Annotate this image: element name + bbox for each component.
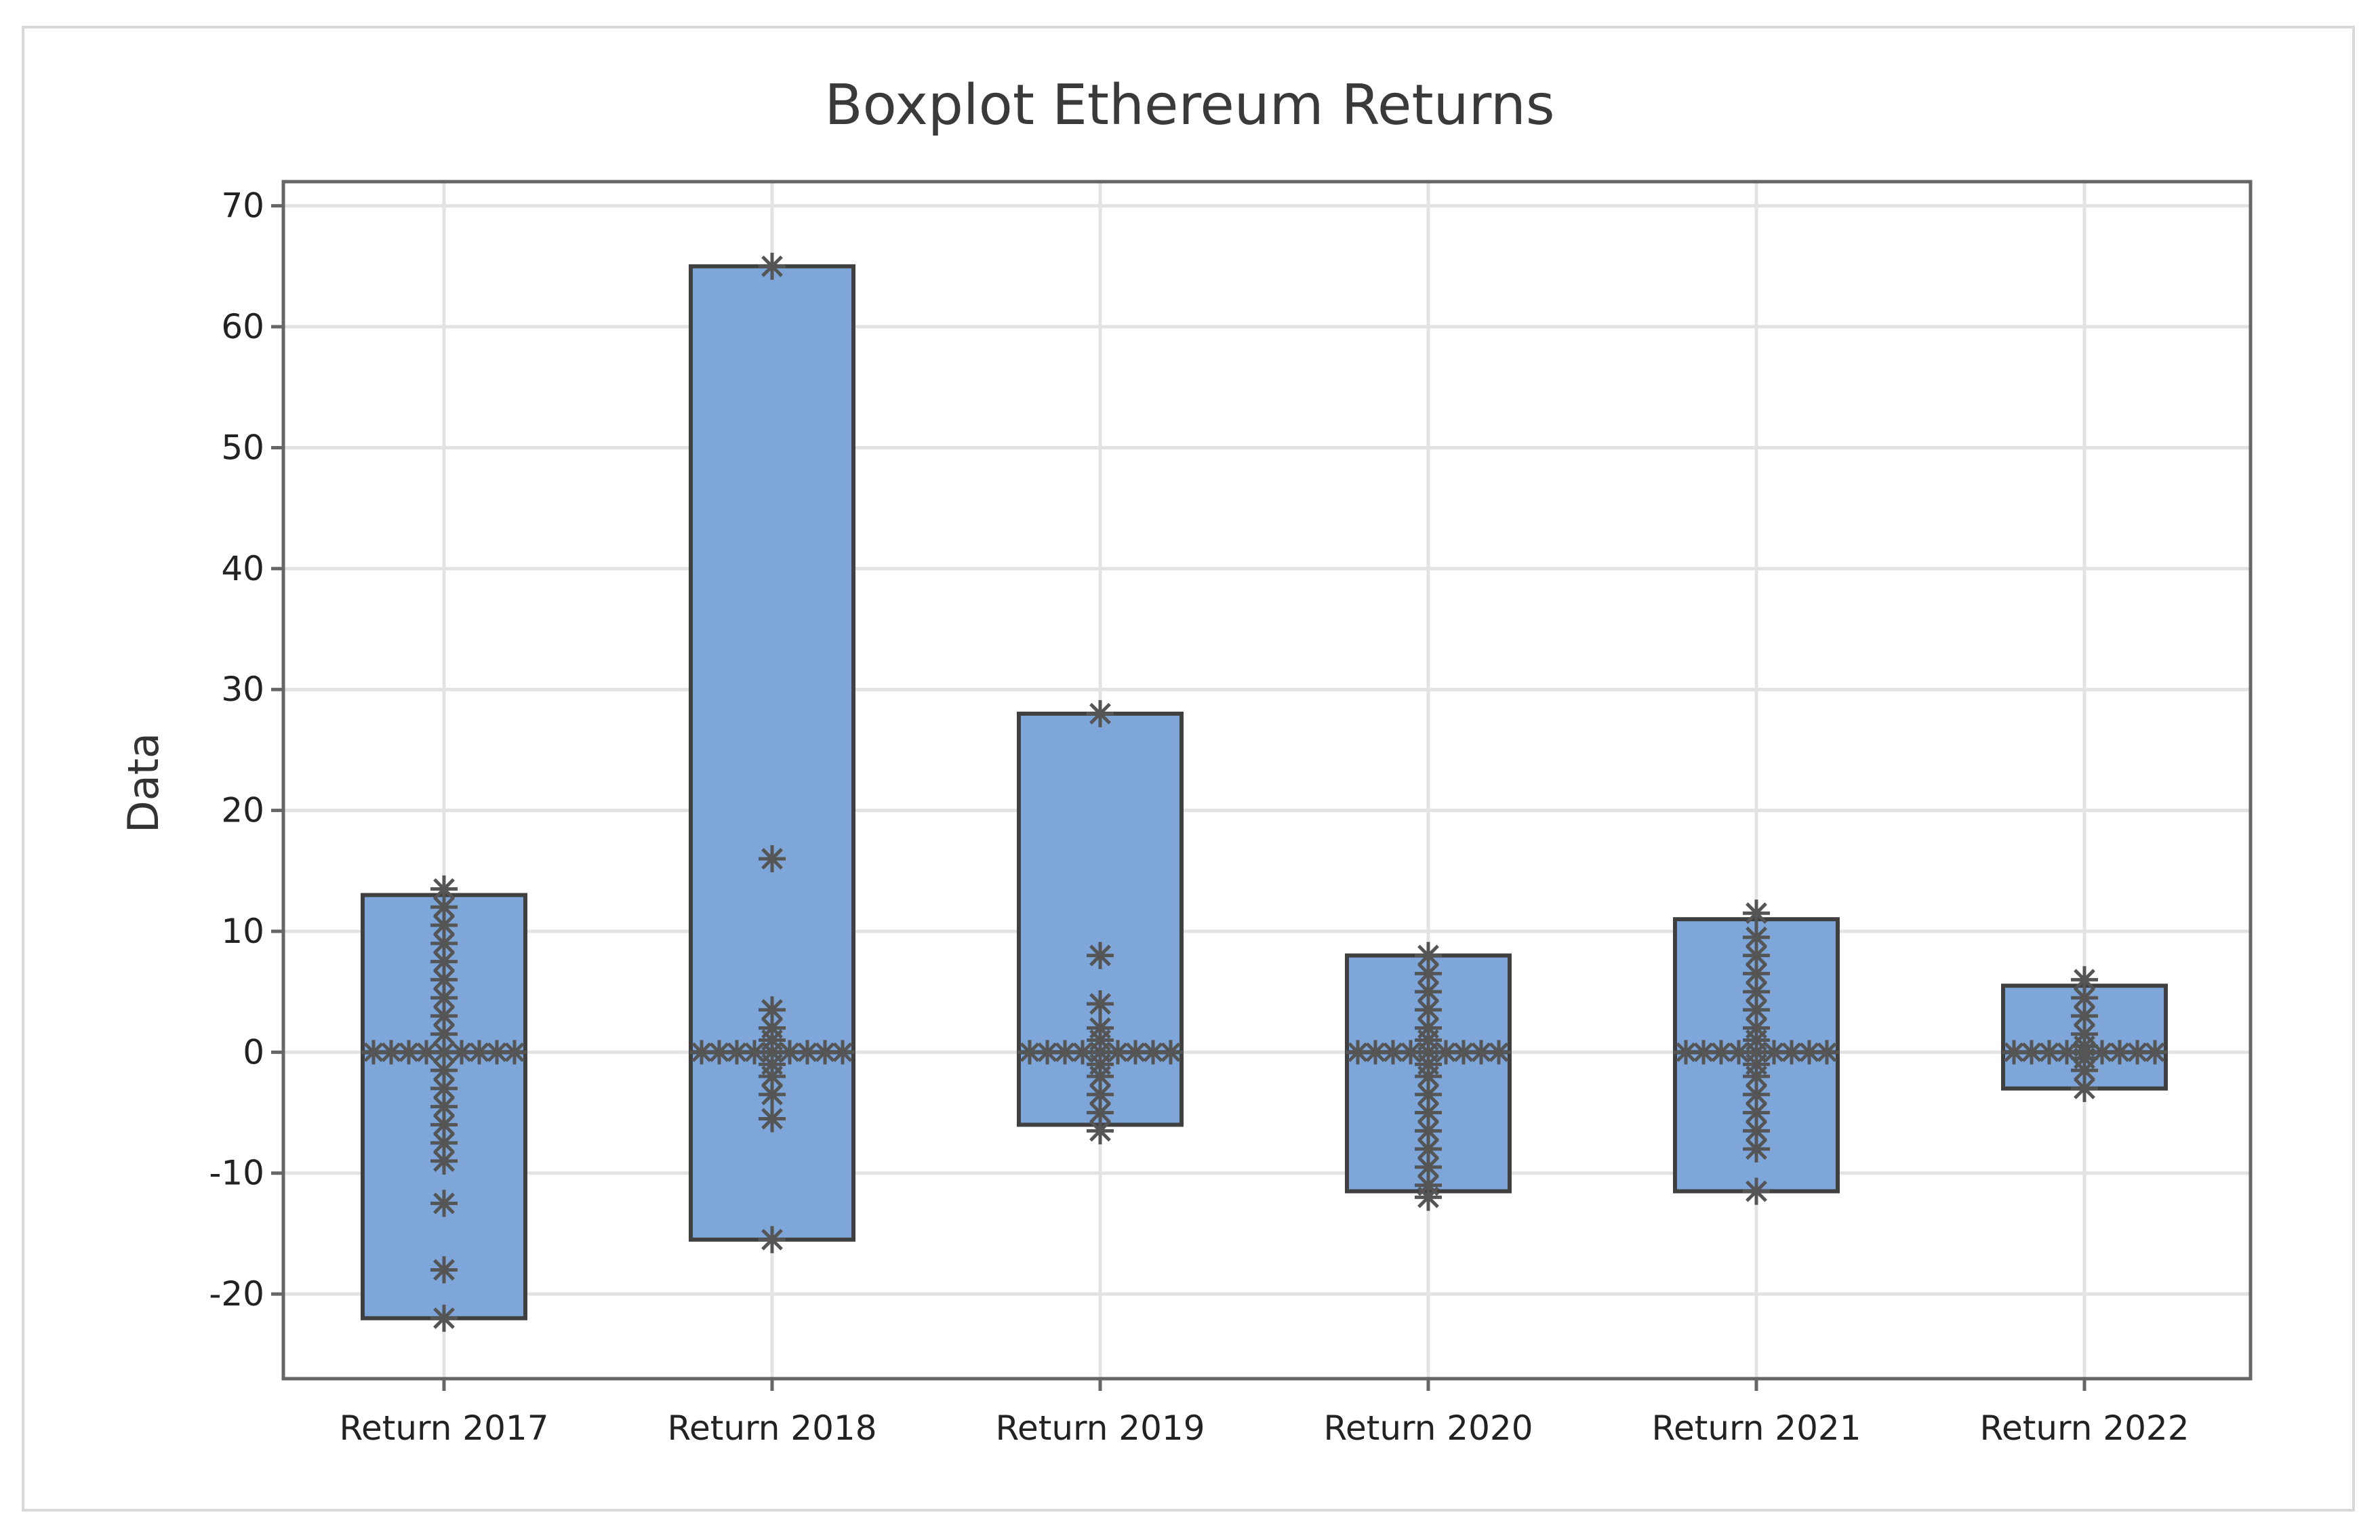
data-point bbox=[430, 966, 458, 994]
data-point bbox=[1743, 1177, 1770, 1205]
data-point bbox=[2055, 1040, 2079, 1065]
plot-area-border bbox=[281, 180, 2253, 1381]
data-points bbox=[361, 252, 2167, 1332]
data-point bbox=[1487, 1040, 1511, 1065]
data-point bbox=[1087, 1117, 1114, 1145]
y-tick-label: 20 bbox=[221, 791, 264, 830]
data-point bbox=[430, 1304, 458, 1332]
data-point bbox=[1743, 1080, 1770, 1108]
data-point bbox=[2019, 1040, 2044, 1065]
data-point bbox=[1087, 1099, 1114, 1127]
y-tick-label: -10 bbox=[209, 1154, 264, 1193]
data-point bbox=[430, 1129, 458, 1157]
y-tick-label: 30 bbox=[221, 670, 264, 709]
boxes bbox=[361, 264, 2168, 1320]
data-point bbox=[430, 1190, 458, 1217]
data-point bbox=[742, 1040, 767, 1065]
data-point bbox=[430, 1147, 458, 1175]
x-tick-label: Return 2021 bbox=[1651, 1409, 1861, 1448]
data-point bbox=[1017, 1040, 1042, 1065]
data-point bbox=[1158, 1040, 1183, 1065]
data-point bbox=[1070, 1040, 1095, 1065]
data-point bbox=[430, 1020, 458, 1048]
data-point bbox=[1674, 1040, 1698, 1065]
data-point bbox=[2071, 966, 2098, 994]
data-point bbox=[759, 252, 786, 280]
data-point bbox=[1743, 899, 1770, 927]
data-point bbox=[430, 1256, 458, 1284]
data-point bbox=[1415, 960, 1442, 988]
data-point bbox=[830, 1040, 855, 1065]
data-point bbox=[1363, 1040, 1388, 1065]
x-tick-label: Return 2020 bbox=[1323, 1409, 1533, 1448]
data-point bbox=[2143, 1040, 2167, 1065]
data-point bbox=[759, 1225, 786, 1253]
x-tick-label: Return 2019 bbox=[995, 1409, 1205, 1448]
data-point bbox=[1415, 1099, 1442, 1127]
grid-lines bbox=[283, 182, 2251, 1379]
data-point bbox=[1743, 1135, 1770, 1163]
data-point bbox=[2071, 1074, 2098, 1102]
data-point bbox=[778, 1040, 802, 1065]
data-point bbox=[502, 1040, 527, 1065]
data-point bbox=[1415, 1153, 1442, 1181]
data-point bbox=[1415, 1183, 1442, 1211]
y-tick-label: 10 bbox=[221, 912, 264, 951]
data-point bbox=[759, 1105, 786, 1133]
x-tick-label: Return 2018 bbox=[667, 1409, 876, 1448]
data-point bbox=[759, 1080, 786, 1108]
data-point bbox=[1451, 1040, 1476, 1065]
data-point bbox=[1087, 990, 1114, 1018]
y-tick-label: 60 bbox=[221, 307, 264, 346]
data-point bbox=[1815, 1040, 1839, 1065]
data-point bbox=[1691, 1040, 1716, 1065]
data-point bbox=[1053, 1040, 1077, 1065]
data-point bbox=[430, 929, 458, 957]
x-axis-ticks: Return 2017 Return 2018 Return 2019 Return … bbox=[339, 1379, 2190, 1448]
data-point bbox=[759, 996, 786, 1024]
y-tick-label: 70 bbox=[221, 186, 264, 226]
data-point bbox=[1743, 996, 1770, 1024]
data-point bbox=[430, 875, 458, 903]
y-tick-label: -20 bbox=[209, 1274, 264, 1314]
data-point bbox=[414, 1040, 439, 1065]
x-tick-label: Return 2017 bbox=[339, 1409, 548, 1448]
data-point bbox=[1087, 941, 1114, 969]
data-point bbox=[1709, 1040, 1733, 1065]
data-point bbox=[2090, 1040, 2114, 1065]
y-axis-label: Data bbox=[119, 733, 168, 833]
data-point bbox=[2002, 1040, 2026, 1065]
data-point bbox=[1398, 1040, 1423, 1065]
y-tick-label: 40 bbox=[221, 549, 264, 588]
data-point bbox=[759, 845, 786, 872]
data-point bbox=[2125, 1040, 2150, 1065]
data-point bbox=[1727, 1040, 1751, 1065]
y-axis-ticks: -20 -10 0 10 20 30 40 50 60 70 bbox=[209, 186, 283, 1314]
data-point bbox=[1087, 700, 1114, 727]
chart-title: Boxplot Ethereum Returns bbox=[824, 73, 1554, 138]
data-point bbox=[1797, 1040, 1821, 1065]
y-tick-label: 0 bbox=[243, 1032, 264, 1072]
data-point bbox=[1141, 1040, 1165, 1065]
data-point bbox=[1415, 1063, 1442, 1091]
data-point bbox=[467, 1040, 491, 1065]
x-tick-label: Return 2022 bbox=[1979, 1409, 2189, 1448]
y-tick-label: 50 bbox=[221, 428, 264, 467]
